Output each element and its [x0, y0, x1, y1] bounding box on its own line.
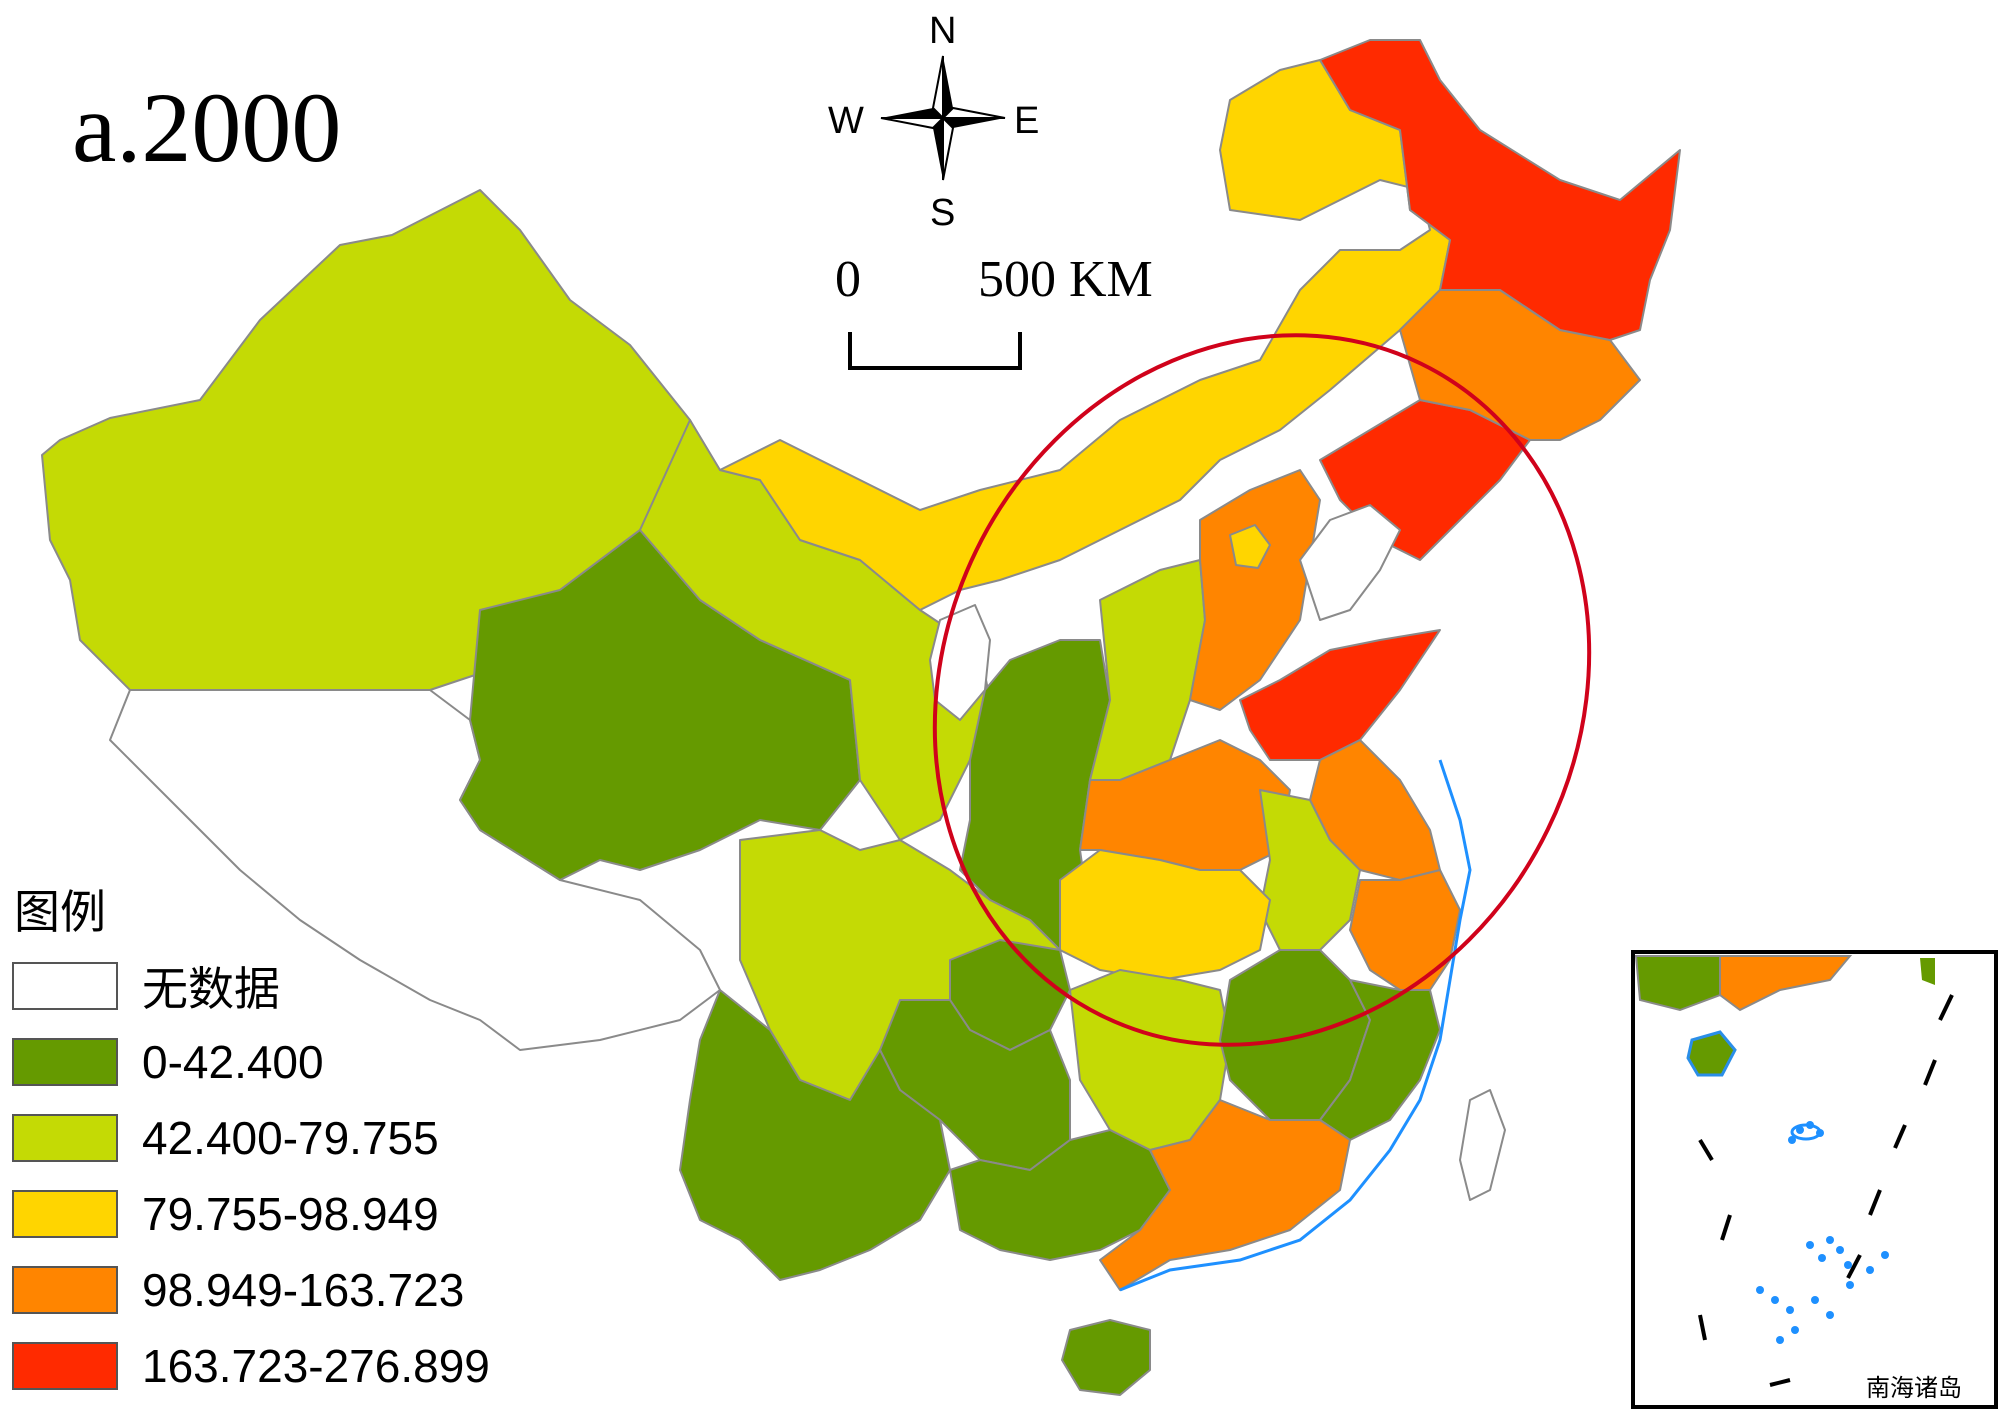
legend-label: 98.949-163.723 [142, 1264, 465, 1316]
nine-dash-line [1923, 1059, 1937, 1086]
legend-label: 无数据 [142, 963, 280, 1015]
province-hebei [1189, 469, 1321, 711]
inset-taiwan [1920, 958, 1935, 985]
island-dot [1788, 1136, 1796, 1144]
scale-bar [848, 332, 1022, 370]
figure-title: a.2000 [72, 72, 342, 183]
bohai-sea [1299, 504, 1401, 621]
province-guangdong [1099, 1099, 1351, 1291]
island-dot [1846, 1281, 1854, 1289]
island-dot [1836, 1246, 1844, 1254]
nine-dash-line [1846, 1254, 1862, 1279]
nine-dash-line [1698, 1138, 1714, 1162]
legend-item: 79.755-98.949 [12, 1186, 439, 1242]
legend-swatch [12, 1038, 118, 1086]
province-zhejiang [1349, 869, 1461, 991]
nine-dash-line [1893, 1124, 1907, 1149]
island-dot [1756, 1286, 1764, 1294]
province-taiwan [1459, 1089, 1506, 1201]
island-dot [1866, 1266, 1874, 1274]
island-dot [1881, 1251, 1889, 1259]
legend-swatch [12, 962, 118, 1010]
legend-item: 163.723-276.899 [12, 1338, 490, 1394]
province-tibet [109, 689, 721, 1051]
legend-item: 0-42.400 [12, 1034, 324, 1090]
island-dot [1818, 1254, 1826, 1262]
nine-dash-line [1720, 1214, 1732, 1241]
island-dot [1786, 1306, 1794, 1314]
legend-item: 无数据 [12, 958, 280, 1015]
legend-label: 0-42.400 [142, 1036, 324, 1088]
island-dot [1844, 1261, 1852, 1269]
legend-title: 图例 [14, 886, 106, 938]
coastline [1119, 759, 1472, 1292]
inset-label: 南海诸岛 [1866, 1376, 1962, 1402]
province-anhui [1259, 789, 1361, 951]
province-inner-mongolia [719, 59, 1451, 611]
nine-dash-line [1698, 1314, 1707, 1341]
island-dot [1791, 1326, 1799, 1334]
province-shanxi [1089, 559, 1206, 781]
scale-end-label: 500 KM [978, 251, 1153, 308]
compass-w-label: W [828, 100, 864, 142]
compass-s-label: S [930, 192, 956, 234]
inset-guangdong [1719, 955, 1853, 1012]
island-dot [1796, 1126, 1804, 1134]
province-yunnan [679, 989, 951, 1281]
nine-dash-line [1769, 1378, 1791, 1387]
island-dot [1826, 1236, 1834, 1244]
compass-n-label: N [929, 10, 957, 52]
legend-swatch [12, 1114, 118, 1162]
highlight-ellipse [932, 333, 1592, 1047]
nine-dash-line [1868, 1189, 1882, 1216]
province-beijing [1229, 524, 1271, 569]
province-hainan [1061, 1319, 1151, 1396]
island-atoll [1790, 1123, 1822, 1141]
province-fujian [1319, 979, 1441, 1141]
island-dot [1806, 1241, 1814, 1249]
south-china-sea-inset [1631, 950, 1998, 1409]
legend-label: 42.400-79.755 [142, 1112, 439, 1164]
nine-dash-line [1938, 994, 1954, 1021]
compass-e-label: E [1014, 100, 1040, 142]
scale-start-label: 0 [835, 251, 861, 308]
island-dot [1811, 1296, 1819, 1304]
province-hubei [1059, 849, 1271, 981]
province-heilongjiang [1319, 39, 1681, 341]
north-arrow-icon [880, 55, 1006, 181]
island-dot [1826, 1311, 1834, 1319]
legend-label: 79.755-98.949 [142, 1188, 439, 1240]
legend-label: 163.723-276.899 [142, 1340, 490, 1392]
island-dot [1776, 1336, 1784, 1344]
legend-item: 42.400-79.755 [12, 1110, 439, 1166]
legend-swatch [12, 1266, 118, 1314]
province-shandong [1239, 629, 1441, 761]
island-dot [1771, 1296, 1779, 1304]
inset-hainan [1686, 1030, 1737, 1077]
legend-item: 98.949-163.723 [12, 1262, 464, 1318]
inset-guangxi [1634, 955, 1721, 1012]
legend-swatch [12, 1342, 118, 1390]
legend-swatch [12, 1190, 118, 1238]
